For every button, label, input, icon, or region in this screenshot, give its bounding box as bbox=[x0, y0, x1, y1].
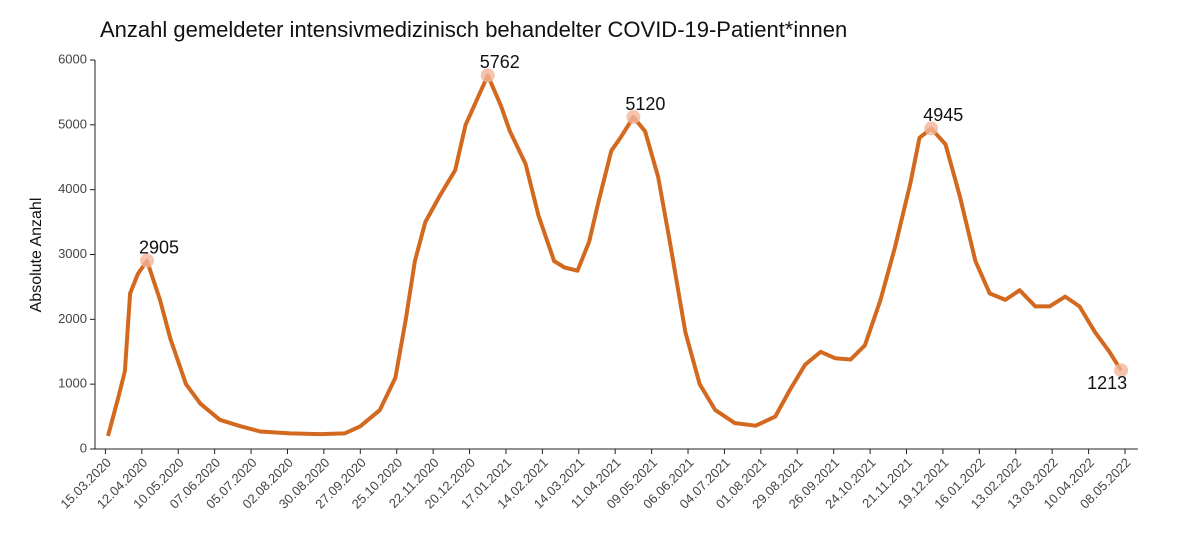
highlight-point bbox=[1114, 363, 1129, 378]
annotation-label: 2905 bbox=[139, 237, 179, 257]
y-tick-label: 4000 bbox=[58, 181, 87, 196]
y-axis-label: Absolute Anzahl bbox=[28, 198, 45, 313]
y-tick-label: 6000 bbox=[58, 51, 87, 66]
highlight-point bbox=[924, 121, 939, 136]
y-tick-label: 2000 bbox=[58, 311, 87, 326]
y-tick-label: 0 bbox=[80, 440, 87, 455]
highlight-point bbox=[480, 68, 495, 83]
annotation-label: 1213 bbox=[1087, 373, 1127, 393]
chart-title: Anzahl gemeldeter intensivmedizinisch be… bbox=[100, 17, 847, 42]
data-line bbox=[106, 73, 1123, 437]
highlight-point bbox=[626, 110, 641, 125]
annotation-label: 5120 bbox=[625, 94, 665, 114]
y-tick-label: 1000 bbox=[58, 376, 87, 391]
highlight-point bbox=[140, 253, 155, 268]
y-tick-label: 5000 bbox=[58, 116, 87, 131]
y-tick-label: 3000 bbox=[58, 246, 87, 261]
annotation-label: 4945 bbox=[923, 105, 963, 125]
annotation-label: 5762 bbox=[480, 52, 520, 72]
